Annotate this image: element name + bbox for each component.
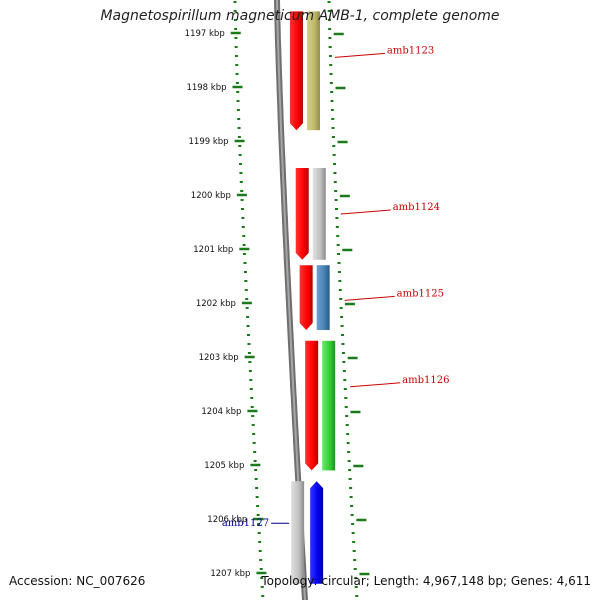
gene-label: amb1124	[393, 202, 440, 213]
scale-label: 1197 kbp	[185, 29, 225, 39]
scale-label: 1199 kbp	[189, 137, 229, 147]
scale-label: 1207 kbp	[210, 569, 250, 579]
scale-label: 1203 kbp	[199, 353, 239, 363]
gene-label: amb1125	[397, 288, 444, 299]
scale-labels: 1197 kbp 1198 kbp 1199 kbp 1200 kbp 1201 kbp…	[185, 29, 251, 579]
map-title: Magnetospirillum magneticum AMB-1, compl…	[100, 8, 500, 24]
accession-label: Accession: NC_007626	[9, 574, 146, 588]
gene-function-bar	[322, 340, 336, 471]
gene-function-bar	[291, 481, 305, 584]
scale-label: 1202 kbp	[196, 299, 236, 309]
gene-strand-arrow	[310, 481, 324, 584]
gene-strand-arrow	[299, 265, 313, 330]
gene-function-bar	[312, 168, 326, 260]
scale-label: 1204 kbp	[201, 407, 241, 417]
scale-label: 1205 kbp	[204, 461, 244, 471]
gene-strand-arrow	[295, 168, 309, 260]
gene-function-bar	[306, 11, 320, 131]
scale-ticks	[230, 1, 370, 597]
gene-features	[289, 11, 336, 584]
gene-label: amb1127	[222, 518, 269, 529]
scale-label: 1200 kbp	[191, 191, 231, 201]
gene-label-leader	[340, 209, 391, 215]
topology-label: Topology: circular; Length: 4,967,148 bp…	[261, 574, 591, 588]
gene-strand-arrow	[289, 11, 303, 131]
scale-label: 1198 kbp	[186, 83, 226, 93]
gene-label: amb1126	[402, 375, 449, 386]
gene-function-bar	[316, 265, 330, 330]
gene-label-leader	[344, 295, 395, 301]
scale-label: 1201 kbp	[193, 245, 233, 255]
gene-labels: amb1123 amb1124 amb1125 amb1126 amb1127	[222, 45, 450, 529]
gene-label-leader	[350, 382, 401, 388]
scale-label: 1206 kbp	[207, 515, 247, 525]
gene-label-leader	[334, 52, 385, 58]
gene-strand-arrow	[305, 340, 319, 471]
gene-label: amb1123	[387, 45, 434, 56]
